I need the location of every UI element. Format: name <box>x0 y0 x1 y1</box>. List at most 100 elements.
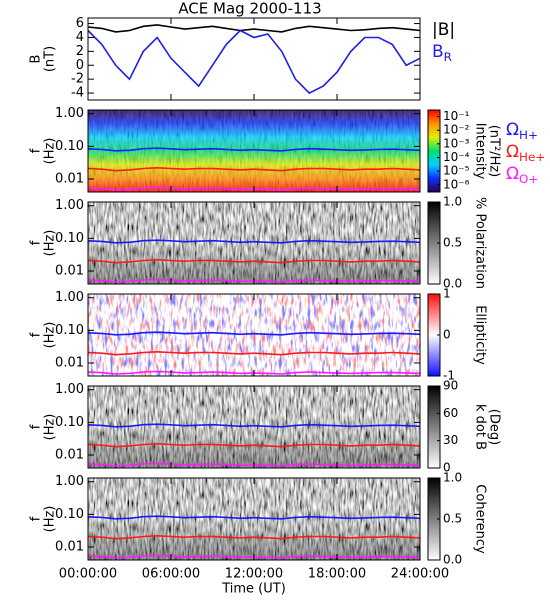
y-tick-label: 0.01 <box>55 540 84 555</box>
x-tick-label: 24:00:00 <box>391 567 449 582</box>
colorbar <box>427 385 441 469</box>
y-tick-label: 1.00 <box>55 474 84 489</box>
y-tick-label: 0.01 <box>55 264 84 279</box>
legend-entry: |B| <box>432 20 455 40</box>
y-tick-label: 1.00 <box>55 382 84 397</box>
series-line <box>87 29 421 95</box>
colorbar-tick-label: 0.0 <box>443 553 462 567</box>
legend-entry: ΩHe+ <box>506 142 545 164</box>
y-tick-label: 6 <box>76 16 84 31</box>
series-line <box>87 147 421 152</box>
y-axis-title: (Hz) <box>43 138 58 165</box>
colorbar-title: Intensity <box>473 123 488 180</box>
colorbar-title: k dot B <box>473 404 488 450</box>
y-tick-label: 1.00 <box>55 106 84 121</box>
colorbar-tick-label: -1 <box>443 369 455 383</box>
y-tick-label: -2 <box>71 72 84 87</box>
y-tick-label: 0.10 <box>55 507 84 522</box>
legend-subscript: H+ <box>519 128 538 142</box>
y-tick-label: 4 <box>76 30 84 45</box>
x-tick-label: 06:00:00 <box>142 567 200 582</box>
spectrogram <box>88 110 420 192</box>
series-line <box>87 442 421 448</box>
legend-subscript: R <box>444 50 452 64</box>
y-tick-label: 0 <box>76 58 84 73</box>
colorbar-title: (Deg) <box>487 409 502 445</box>
colorbar-tick-label: 10⁻¹ <box>443 109 470 123</box>
colorbar-tick-label: 1 <box>443 287 451 301</box>
y-axis-title: B <box>29 55 44 64</box>
spectrogram <box>88 386 420 468</box>
y-tick-label: -4 <box>71 86 84 101</box>
series-line <box>87 423 421 428</box>
colorbar-title: % Polarization <box>473 197 488 289</box>
legend-subscript: O+ <box>519 172 538 186</box>
colorbar-tick-label: 30 <box>443 433 458 447</box>
x-tick-label: 00:00:00 <box>59 567 117 582</box>
colorbar-title: (nT²/Hz) <box>487 125 502 178</box>
colorbar-tick-label: 10⁻³ <box>443 136 470 150</box>
series-line <box>87 515 421 520</box>
colorbar-tick-label: 1.0 <box>443 195 462 209</box>
y-tick-label: 1.00 <box>55 198 84 213</box>
y-axis-title: (Hz) <box>43 322 58 349</box>
legend-entry: BR <box>432 42 452 64</box>
colorbar-tick-label: 10⁻⁶ <box>443 177 470 191</box>
plot-frame <box>87 17 421 101</box>
colorbar-tick-label: 1.0 <box>443 471 462 485</box>
colorbar-tick-label: 0.5 <box>443 236 462 250</box>
series-line <box>87 239 421 244</box>
y-axis-title: (Hz) <box>43 506 58 533</box>
y-axis-title: f <box>29 424 44 429</box>
colorbar-tick-label: 10⁻² <box>443 123 470 137</box>
y-axis-title: f <box>29 332 44 337</box>
legend-label: Ω <box>506 164 519 184</box>
x-tick-label: 12:00:00 <box>225 567 283 582</box>
legend-subscript: He+ <box>519 150 545 164</box>
colorbar-title: Coherency <box>473 484 488 554</box>
series-line <box>87 331 421 336</box>
y-axis-title: (Hz) <box>43 414 58 441</box>
colorbar <box>427 109 441 193</box>
y-tick-label: 0.10 <box>55 415 84 430</box>
y-tick-label: 0.10 <box>55 323 84 338</box>
y-tick-label: 0.10 <box>55 231 84 246</box>
x-axis-title: Time (UT) <box>221 582 286 597</box>
spectrogram <box>88 294 420 376</box>
legend-label: B <box>432 42 444 62</box>
legend-label: Ω <box>506 120 519 140</box>
spectrogram <box>88 478 420 560</box>
y-tick-label: 2 <box>76 44 84 59</box>
y-axis-title: f <box>29 148 44 153</box>
y-axis-title: (nT) <box>43 46 58 72</box>
colorbar-tick-label: 0.0 <box>443 277 462 291</box>
colorbar-tick-label: 90 <box>443 379 458 393</box>
y-tick-label: 0.01 <box>55 172 84 187</box>
y-axis-title: f <box>29 240 44 245</box>
series-line <box>87 350 421 356</box>
colorbar-tick-label: 10⁻⁴ <box>443 150 470 164</box>
spectrogram <box>88 202 420 284</box>
colorbar-tick-label: 60 <box>443 406 458 420</box>
colorbar-tick-label: 10⁻⁵ <box>443 164 470 178</box>
colorbar-tick-label: 0.5 <box>443 512 462 526</box>
y-tick-label: 0.01 <box>55 356 84 371</box>
colorbar-tick-label: 0 <box>443 461 451 475</box>
colorbar-title: Ellipticity <box>473 305 488 365</box>
series-line <box>87 24 421 33</box>
legend-entry: ΩH+ <box>506 120 538 142</box>
chart-title: ACE Mag 2000-113 <box>178 0 321 18</box>
legend-label: Ω <box>506 142 519 162</box>
legend-label: |B| <box>432 20 455 40</box>
y-tick-label: 0.01 <box>55 448 84 463</box>
legend-entry: ΩO+ <box>506 164 538 186</box>
y-axis-title: f <box>29 516 44 521</box>
colorbar-tick-label: 0 <box>443 328 451 342</box>
series-line <box>87 166 421 172</box>
y-axis-title: (Hz) <box>43 230 58 257</box>
series-line <box>87 258 421 264</box>
x-tick-label: 18:00:00 <box>308 567 366 582</box>
y-tick-label: 0.10 <box>55 139 84 154</box>
series-line <box>87 534 421 540</box>
